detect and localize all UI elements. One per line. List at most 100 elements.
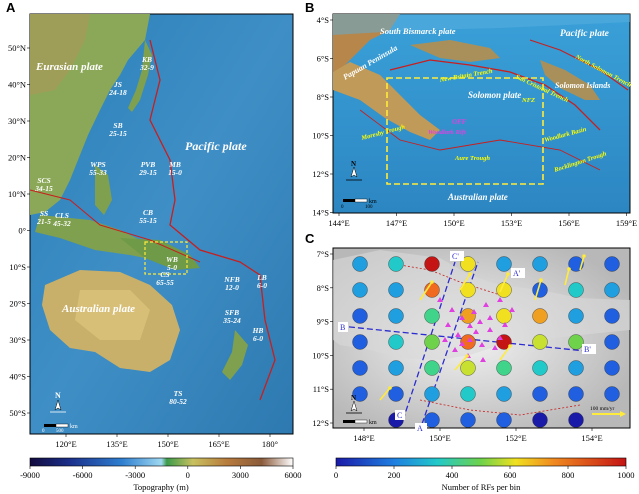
station-marker [442, 337, 448, 342]
rf-bin [424, 308, 440, 324]
rf-bin [604, 334, 620, 350]
topo-colorbar-label: Topography (m) [133, 482, 189, 492]
rf-bin [424, 334, 440, 350]
panel-c-letter: C [305, 231, 315, 246]
topo-colorbar-ticks: -9000 -6000 -3000 0 3000 6000 [20, 466, 302, 480]
rf-bin [424, 386, 440, 402]
bismarck-sea [333, 14, 630, 35]
panel-b-lon-ticks: 144°E 147°E 150°E 153°E 156°E 159°E [328, 213, 637, 228]
rf-bin [352, 256, 368, 272]
rf-bin [532, 334, 548, 350]
panel-a-lon-tick: 150°E [157, 439, 178, 449]
rf-tick: 200 [388, 470, 401, 480]
panel-c-lon-tick: 152°E [505, 433, 526, 443]
velocity-arrow [419, 281, 433, 301]
velocity-arrow [454, 355, 468, 371]
panel-b-lat-ticks: 4°S 6°S 8°S 10°S 12°S 14°S [312, 15, 333, 218]
solomon-islands-label: Solomon Islands [555, 81, 610, 90]
rf-bin [388, 282, 404, 298]
station-marker [492, 345, 498, 350]
rf-bin [460, 386, 476, 402]
station-marker [445, 322, 451, 327]
topo-tick: 3000 [232, 470, 249, 480]
station-marker [459, 341, 465, 346]
panel-c-lat-tick: 9°S [317, 317, 330, 327]
station-marker [479, 342, 485, 347]
station-marker [483, 302, 489, 307]
region-ss: SS [40, 209, 48, 218]
panel-a-lon-tick: 165°E [208, 439, 229, 449]
rf-bin [388, 256, 404, 272]
nfz-label: NFZ [521, 97, 535, 104]
panel-a-letter: A [6, 0, 16, 15]
region-pvb-range: 29-15 [138, 168, 157, 177]
station-marker [477, 319, 483, 324]
rf-bin [460, 412, 476, 428]
panel-c-lon-tick: 150°E [429, 433, 450, 443]
region-hb: HB [252, 326, 264, 335]
gps-velocity-arrows [379, 254, 586, 401]
rf-bin [532, 256, 548, 272]
panel-b-lon-tick: 150°E [443, 218, 464, 228]
region-labels: KB32-9JS24-18SB25-15SCS34-15WPS55-33PVB2… [34, 55, 267, 406]
velocity-arrow [579, 255, 585, 271]
solomon-islands-land [540, 60, 600, 100]
australian-plate-label: Australian plate [61, 303, 135, 315]
profile-label-c: C [397, 411, 402, 420]
panel-c-lat-tick: 12°S [312, 418, 329, 428]
panel-a-lat-tick: 10°N [8, 189, 26, 199]
velocity-arrow-head [468, 272, 472, 276]
topo-colorbar: -9000 -6000 -3000 0 3000 6000 Topography (m) [20, 457, 302, 492]
rf-bin [532, 360, 548, 376]
panel-a-lon-tick: 120°E [55, 439, 76, 449]
rf-tick: 400 [446, 470, 459, 480]
panel-b-map [332, 13, 631, 214]
panel-c-north-arrow: N [346, 394, 362, 414]
north-solomon-trench [529, 39, 629, 91]
rf-bin [604, 308, 620, 324]
profile-label-c-prime: C' [452, 252, 459, 261]
velocity-arrow-head [388, 386, 392, 390]
panel-c-north-label: N [351, 394, 356, 402]
philippines-land [95, 165, 112, 215]
rf-bin [352, 386, 368, 402]
panel-a-scale-unit: km [70, 424, 78, 430]
panel-b-lat-tick: 10°S [312, 131, 329, 141]
rf-bin [352, 282, 368, 298]
panel-b-lat-tick: 14°S [312, 208, 329, 218]
rf-bin [568, 256, 584, 272]
rf-bin [496, 412, 512, 428]
profile-label-b-prime: B' [584, 345, 591, 354]
panel-b-lon-tick: 156°E [558, 218, 579, 228]
panel-b-lat-tick: 8°S [317, 92, 330, 102]
region-wb: WB [166, 255, 178, 264]
region-cs: CS [160, 270, 169, 279]
region-cb-range: 55-15 [139, 216, 157, 225]
region-ts-range: 80-52 [169, 397, 187, 406]
station-marker [487, 327, 493, 332]
station-marker [497, 297, 503, 302]
panel-a-lat-ticks: 50°N 40°N 30°N 20°N 10°N 0° 10°S 20°S 30°S 40°S 50… [8, 43, 30, 418]
station-marker [467, 323, 473, 328]
panel-a-lon-tick: 180° [262, 439, 278, 449]
panel-a-north-label: N [55, 391, 61, 400]
station-marker [502, 322, 508, 327]
topo-tick: -6000 [73, 470, 93, 480]
panel-b-lat-tick: 6°S [317, 54, 330, 64]
rf-bin [604, 256, 620, 272]
panel-a-lat-tick: 40°S [9, 372, 26, 382]
rf-bin [604, 360, 620, 376]
region-nfb: NFB [223, 275, 239, 284]
rf-bin [496, 386, 512, 402]
region-sb: SB [113, 121, 122, 130]
region-kb: KB [141, 55, 152, 64]
profile-label-b: B [340, 323, 345, 332]
velocity-arrow-head [506, 272, 510, 276]
region-cls-range: 45-32 [52, 219, 71, 228]
asia-highland [30, 14, 90, 95]
region-wps: WPS [90, 160, 105, 169]
woodlark-rift-label: Woodlark Rift [428, 129, 466, 136]
rf-bin [388, 308, 404, 324]
station-marker [449, 307, 455, 312]
panel-b-lon-tick: 144°E [328, 218, 349, 228]
